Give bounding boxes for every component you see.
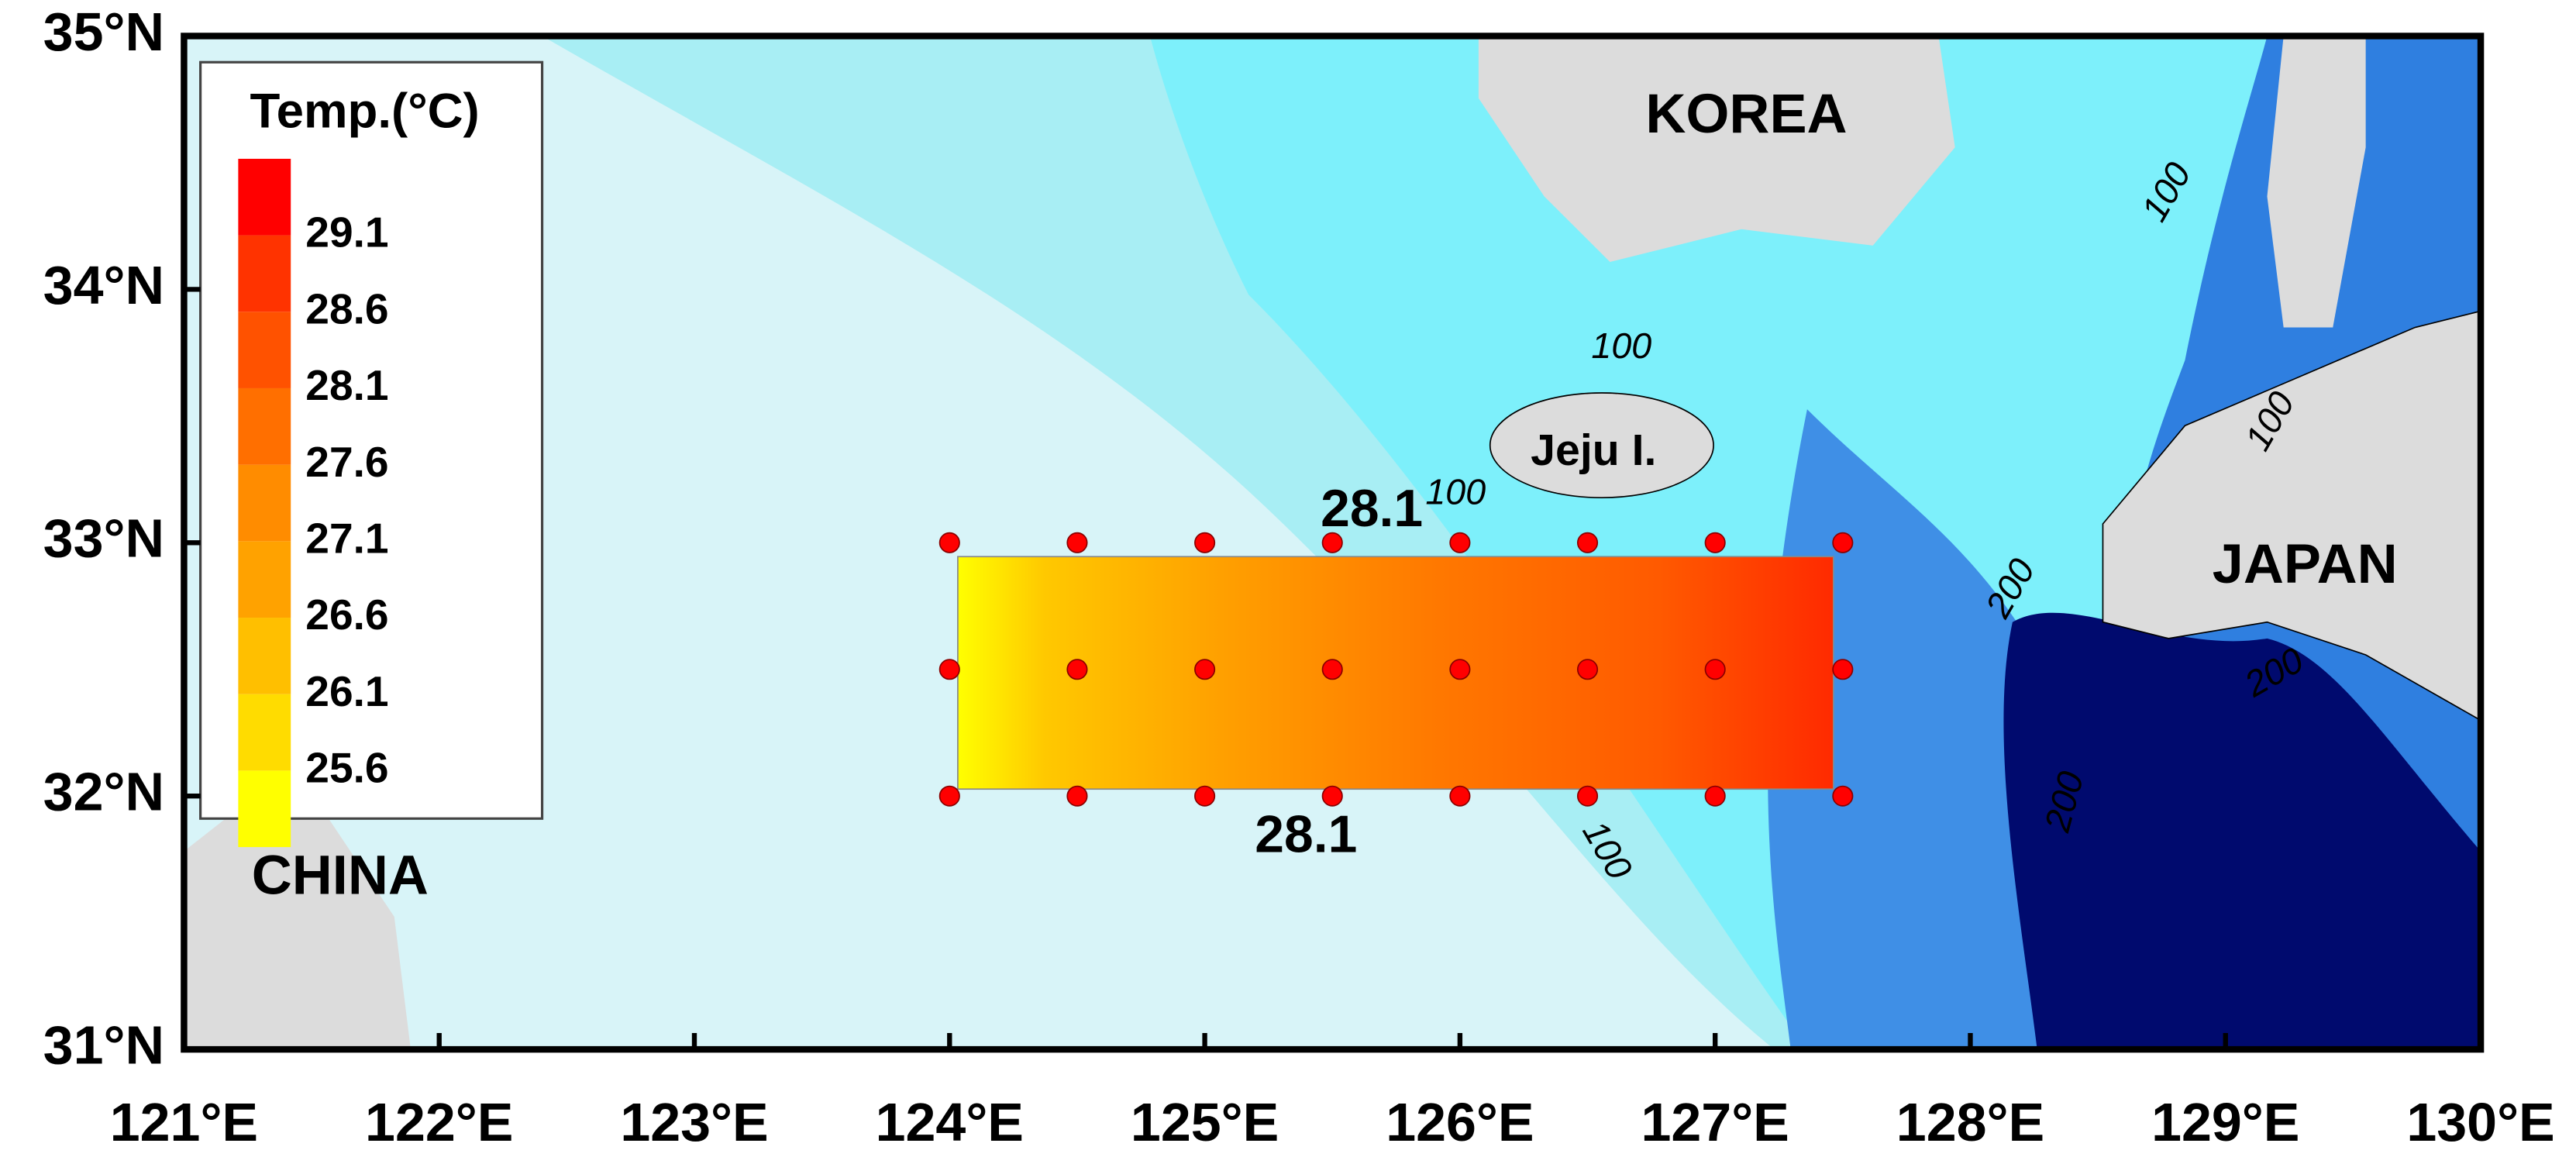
station — [938, 659, 960, 680]
place-label: KOREA — [1645, 83, 1847, 145]
x-tick-label: 122°E — [365, 1092, 513, 1152]
place-label: JAPAN — [2213, 533, 2398, 595]
legend-label: 29.1 — [305, 208, 388, 257]
station — [938, 785, 960, 807]
station — [1066, 659, 1088, 680]
bathymetry — [184, 36, 2481, 1050]
station — [1704, 659, 1726, 680]
station — [1832, 785, 1854, 807]
x-tick-label: 124°E — [876, 1092, 1024, 1152]
legend-label: 28.6 — [305, 284, 388, 332]
station — [938, 532, 960, 553]
legend-label: 26.6 — [305, 591, 388, 639]
legend-label: 27.1 — [305, 515, 388, 563]
x-tick-label: 126°E — [1386, 1092, 1534, 1152]
legend-label: 27.6 — [305, 438, 388, 486]
legend-label: 25.6 — [305, 744, 388, 792]
y-tick-label: 32°N — [43, 762, 164, 822]
x-tick-label: 121°E — [110, 1092, 258, 1152]
y-tick-label: 31°N — [43, 1015, 164, 1076]
legend-swatch — [238, 312, 291, 388]
legend-swatch — [238, 464, 291, 542]
y-tick-label: 33°N — [43, 508, 164, 569]
legend-title: Temp.(°C) — [250, 84, 480, 139]
station — [1576, 659, 1599, 680]
place-label: Jeju I. — [1531, 425, 1656, 475]
station — [1704, 532, 1726, 553]
x-tick-label: 123°E — [620, 1092, 768, 1152]
station — [1194, 659, 1216, 680]
depth-contour-label: 100 — [1591, 325, 1651, 366]
temp-contour-label: 28.1 — [1321, 480, 1423, 538]
station — [1194, 532, 1216, 553]
legend-label: 26.1 — [305, 667, 388, 715]
legend-swatch — [238, 770, 291, 848]
station — [1066, 532, 1088, 553]
x-tick-label: 128°E — [1896, 1092, 2044, 1152]
legend-swatch — [238, 387, 291, 465]
station — [1321, 785, 1343, 807]
y-tick-label: 35°N — [43, 2, 164, 62]
station — [1832, 659, 1854, 680]
x-tick-label: 125°E — [1131, 1092, 1279, 1152]
x-tick-label: 129°E — [2151, 1092, 2299, 1152]
x-tick-label: 130°E — [2406, 1092, 2554, 1152]
temp-contour-label: 28.1 — [1255, 806, 1357, 864]
legend-swatch — [238, 541, 291, 618]
legend-label: 28.1 — [305, 361, 388, 409]
station — [1832, 532, 1854, 553]
station — [1576, 785, 1599, 807]
station — [1449, 659, 1471, 680]
station — [1449, 785, 1471, 807]
y-tick-label: 34°N — [43, 255, 164, 315]
station — [1321, 659, 1343, 680]
station — [1704, 785, 1726, 807]
station — [1194, 785, 1216, 807]
x-tick-label: 127°E — [1641, 1092, 1789, 1152]
station — [1576, 532, 1599, 553]
station — [1449, 532, 1471, 553]
legend-swatch — [238, 158, 291, 236]
legend-swatch — [238, 694, 291, 771]
place-label: CHINA — [252, 845, 429, 907]
depth-contour-label: 100 — [1425, 471, 1486, 511]
station — [1321, 532, 1343, 553]
station — [1066, 785, 1088, 807]
legend-swatch — [238, 235, 291, 312]
legend-swatch — [238, 618, 291, 694]
